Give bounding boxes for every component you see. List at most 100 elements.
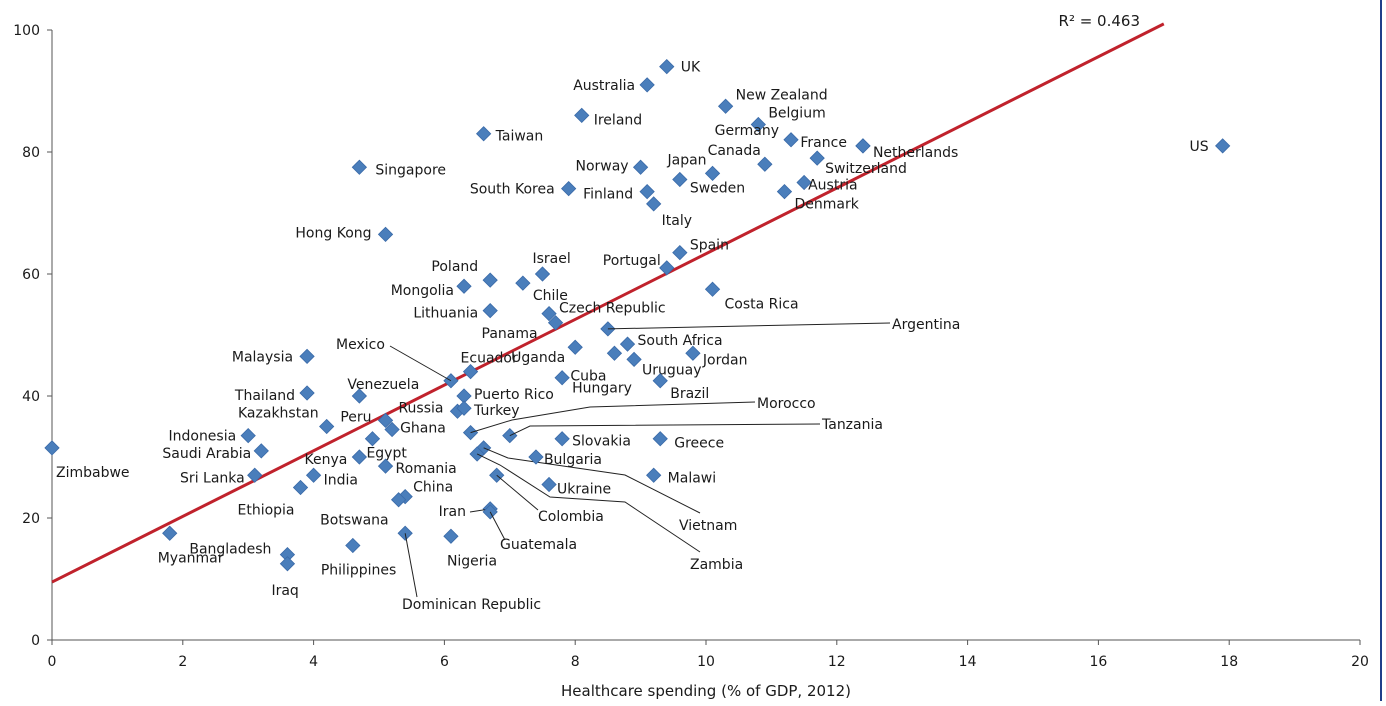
x-tick-label: 14 <box>959 654 977 670</box>
data-point <box>345 537 361 554</box>
point-label: Dominican Republic <box>402 597 541 613</box>
point-label: India <box>324 472 358 488</box>
data-point <box>528 449 544 465</box>
point-label: Austria <box>808 178 857 194</box>
data-point <box>299 385 315 401</box>
point-label: Philippines <box>321 562 396 578</box>
point-label: Myanmar <box>158 550 224 566</box>
point-label: Italy <box>662 213 692 229</box>
point-label: Japan <box>666 152 706 168</box>
point-label: Ukraine <box>557 481 611 497</box>
point-label: Finland <box>583 187 633 203</box>
point-label: Switzerland <box>825 161 907 177</box>
data-point <box>547 315 564 331</box>
leader-line <box>404 533 418 598</box>
data-point <box>482 302 498 319</box>
data-point <box>704 281 721 297</box>
data-point <box>384 421 400 438</box>
point-label: Kazakhstan <box>238 406 319 422</box>
data-point <box>377 226 394 242</box>
point-label: New Zealand <box>736 87 828 103</box>
point-label: Indonesia <box>168 429 236 445</box>
point-label: Malaysia <box>232 349 293 365</box>
point-label: Costa Rica <box>725 296 799 312</box>
data-point <box>456 388 472 404</box>
leader-line <box>476 453 701 553</box>
point-label: Denmark <box>794 197 859 213</box>
data-point <box>534 266 551 282</box>
data-point <box>554 370 570 386</box>
point-label: Cuba <box>570 368 606 384</box>
point-label: Uruguay <box>642 362 702 378</box>
point-label: Greece <box>674 436 724 452</box>
data-point <box>456 400 472 416</box>
point-label: Bulgaria <box>544 452 602 468</box>
point-label: Bangladesh <box>189 542 271 558</box>
point-label: Hungary <box>572 381 632 397</box>
point-label: Kenya <box>305 452 348 468</box>
data-point <box>162 525 178 541</box>
data-point <box>554 431 570 447</box>
data-point <box>619 336 636 352</box>
point-label: Slovakia <box>572 434 631 450</box>
data-point <box>247 467 263 483</box>
data-point <box>351 388 368 404</box>
data-point <box>796 174 812 191</box>
point-label: Germany <box>715 123 779 139</box>
point-label: Belgium <box>768 106 825 122</box>
data-point <box>305 467 322 483</box>
data-point <box>541 306 557 322</box>
point-label: Netherlands <box>873 145 958 161</box>
data-point <box>567 339 583 355</box>
point-label: France <box>800 135 847 151</box>
data-point <box>750 116 766 133</box>
point-label: Poland <box>431 259 478 275</box>
point-label: Hong Kong <box>295 225 371 241</box>
data-point <box>632 159 649 175</box>
point-label: China <box>413 480 453 496</box>
point-label: Ghana <box>400 421 446 437</box>
point-label: Uganda <box>511 350 565 366</box>
data-point <box>704 165 721 181</box>
data-point <box>279 546 296 563</box>
point-label: UK <box>681 60 701 76</box>
data-point <box>44 440 60 456</box>
data-point <box>809 150 825 166</box>
data-point <box>659 260 675 276</box>
point-label: Russia <box>398 400 443 416</box>
leader-line <box>389 345 452 382</box>
point-label: Mexico <box>336 337 385 353</box>
data-point <box>639 184 655 200</box>
x-tick-label: 0 <box>48 654 57 670</box>
point-label: Thailand <box>234 388 295 404</box>
x-tick-label: 20 <box>1351 654 1369 670</box>
data-point <box>652 431 668 447</box>
point-label: Colombia <box>538 509 604 525</box>
data-point <box>541 476 557 493</box>
leader-line <box>483 447 701 514</box>
point-label: Iraq <box>271 583 298 599</box>
data-point <box>783 132 799 148</box>
data-point <box>292 479 309 496</box>
point-label: Turkey <box>473 403 520 419</box>
x-tick-label: 6 <box>440 654 449 670</box>
data-point <box>717 98 734 114</box>
point-label: Argentina <box>892 317 960 333</box>
point-label: Egypt <box>366 446 407 462</box>
data-point <box>1215 138 1231 154</box>
point-label: South Korea <box>470 182 555 198</box>
point-label: Nigeria <box>447 553 497 569</box>
leader-line <box>470 401 756 434</box>
point-label: Israel <box>533 251 571 267</box>
data-point <box>776 184 793 200</box>
y-tick-label: 40 <box>22 389 40 405</box>
y-tick-label: 60 <box>22 267 40 283</box>
point-label: Singapore <box>375 162 446 178</box>
point-label: Jordan <box>702 352 748 368</box>
point-label: Ethiopia <box>237 503 294 519</box>
data-point <box>240 428 256 444</box>
y-tick-label: 20 <box>22 511 40 527</box>
x-tick-label: 12 <box>828 654 846 670</box>
point-label: Iran <box>439 504 466 520</box>
